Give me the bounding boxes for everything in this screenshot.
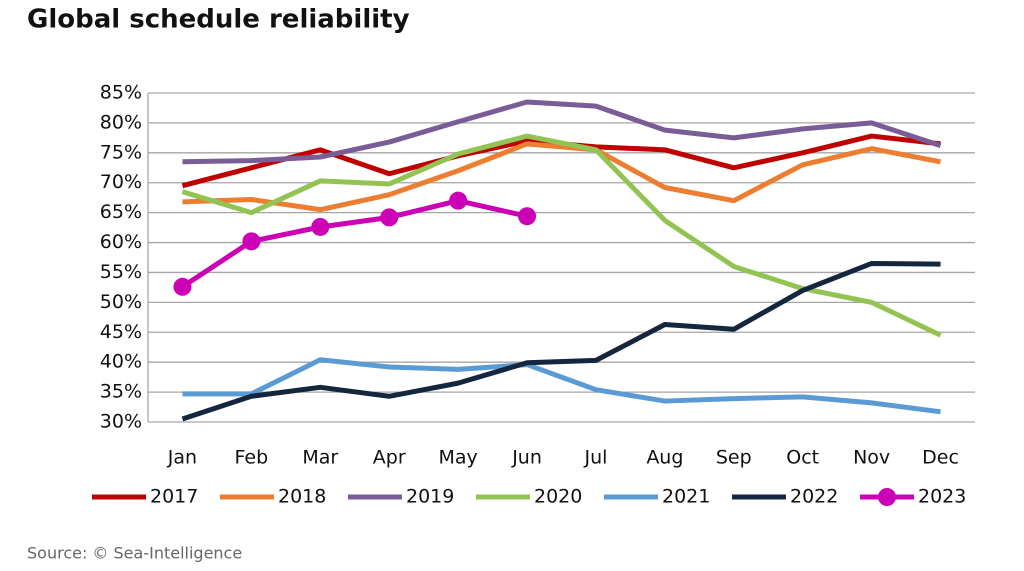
x-tick-label: Oct	[786, 447, 819, 469]
series-line	[181, 260, 941, 422]
legend-label: 2022	[790, 486, 838, 508]
y-tick-label: 65%	[100, 201, 142, 223]
x-tick-label: Aug	[646, 447, 683, 469]
legend-label: 2018	[278, 486, 326, 508]
series-line	[181, 133, 942, 338]
y-tick-label: 55%	[100, 261, 142, 283]
y-tick-label: 45%	[100, 321, 142, 343]
x-tick-label: Jan	[167, 447, 197, 469]
point	[449, 191, 468, 210]
legend-label: 2021	[662, 486, 710, 508]
point	[311, 217, 330, 236]
y-tick-label: 60%	[100, 231, 142, 253]
y-tick-label: 75%	[100, 141, 142, 163]
source-note: Source: © Sea-Intelligence	[27, 544, 242, 563]
series-line	[182, 99, 942, 165]
y-tick-label: 70%	[100, 171, 142, 193]
x-tick-label: Mar	[302, 447, 338, 469]
y-tick-label: 40%	[100, 351, 142, 373]
legend-label: 2017	[150, 486, 198, 508]
y-tick-label: 50%	[100, 291, 142, 313]
series-line	[181, 198, 528, 289]
y-tick-label: 35%	[100, 381, 142, 403]
legend-label: 2020	[534, 486, 582, 508]
x-tick-label: Nov	[853, 447, 890, 469]
y-tick-label: 80%	[100, 111, 142, 133]
x-tick-label: Jul	[583, 447, 607, 469]
series-line	[182, 141, 942, 213]
point	[380, 208, 399, 227]
legend-label: 2023	[918, 486, 966, 508]
y-tick-label: 30%	[100, 411, 142, 433]
x-tick-label: Jun	[511, 447, 542, 469]
x-tick-label: Sep	[716, 447, 752, 469]
y-tick-label: 85%	[100, 82, 142, 104]
chart-title: Global schedule reliability	[27, 5, 410, 35]
legend-label: 2019	[406, 486, 454, 508]
x-tick-label: Apr	[373, 447, 406, 469]
point	[242, 232, 261, 251]
x-tick-label: May	[438, 447, 477, 469]
point	[518, 207, 537, 226]
x-tick-label: Feb	[235, 447, 269, 469]
series-line	[182, 357, 941, 415]
legend-marker	[878, 488, 896, 506]
point	[173, 277, 192, 296]
x-tick-label: Dec	[922, 447, 959, 469]
